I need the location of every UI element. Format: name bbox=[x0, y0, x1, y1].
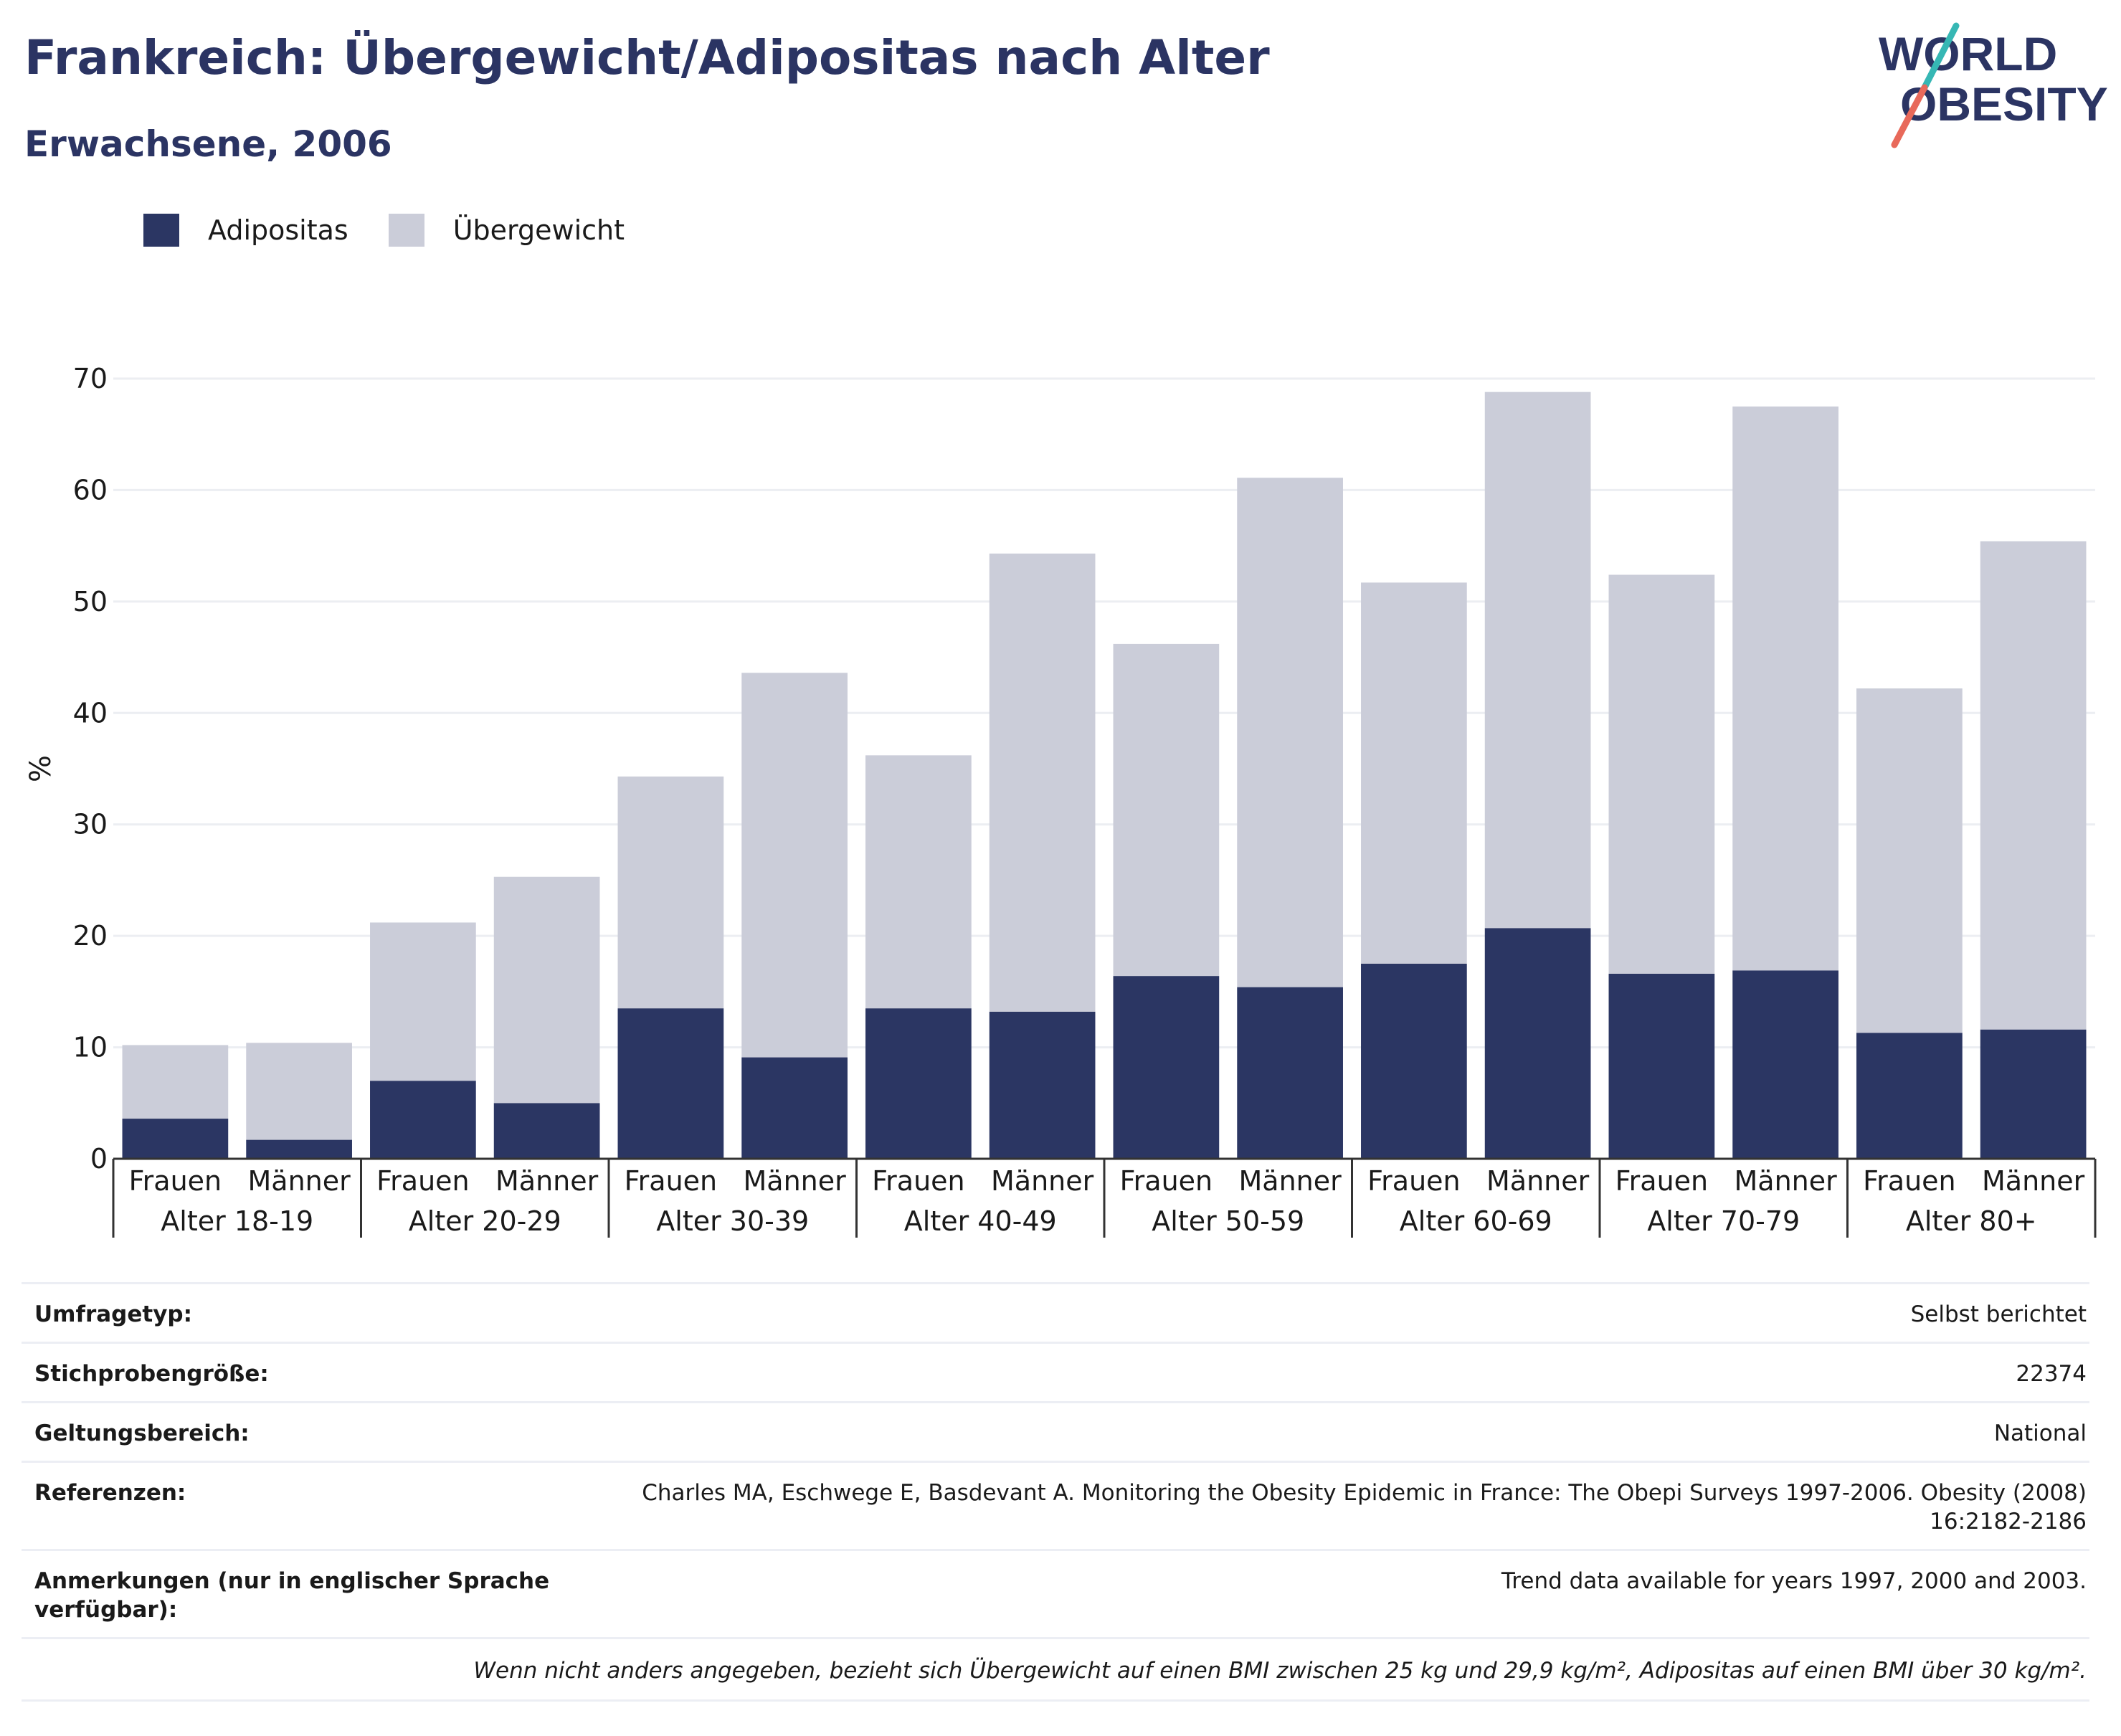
x-tick-label: Männer bbox=[1982, 1165, 2085, 1197]
bar-overweight bbox=[1732, 406, 1838, 971]
info-row-notes: Anmerkungen (nur in englischer Sprache v… bbox=[22, 1549, 2089, 1637]
info-row-survey-type: Umfragetyp: Selbst berichtet bbox=[22, 1282, 2089, 1342]
x-tick-label: Männer bbox=[991, 1165, 1094, 1197]
info-value: Trend data available for years 1997, 200… bbox=[1501, 1568, 2087, 1594]
y-tick-label: 0 bbox=[90, 1143, 108, 1175]
x-tick-label: Frauen bbox=[625, 1165, 718, 1197]
x-tick-label: Frauen bbox=[376, 1165, 470, 1197]
y-axis-label: % bbox=[24, 755, 57, 782]
bar-overweight bbox=[1237, 478, 1343, 987]
bar-overweight bbox=[122, 1045, 229, 1119]
bar-obesity bbox=[1980, 1029, 2087, 1159]
bar-overweight bbox=[617, 776, 724, 1009]
bar-obesity bbox=[122, 1119, 229, 1159]
info-key: Geltungsbereich: bbox=[34, 1420, 250, 1446]
bar-obesity bbox=[370, 1081, 476, 1159]
bar-obesity bbox=[1608, 973, 1715, 1159]
info-key: Stichprobengröße: bbox=[34, 1361, 269, 1387]
x-tick-label: Männer bbox=[1735, 1165, 1838, 1197]
svg-text:OBESITY: OBESITY bbox=[1900, 77, 2108, 131]
group-label: Alter 70-79 bbox=[1647, 1205, 1800, 1237]
bar-obesity bbox=[1484, 928, 1591, 1159]
bar-obesity bbox=[1856, 1033, 1963, 1159]
page-title: Frankreich: Übergewicht/Adipositas nach … bbox=[24, 30, 1270, 85]
bar-overweight bbox=[1980, 541, 2087, 1030]
info-key: Anmerkungen (nur in englischer Sprache v… bbox=[34, 1568, 550, 1623]
bmi-footnote: Wenn nicht anders angegeben, bezieht sic… bbox=[22, 1637, 2089, 1702]
group-label: Alter 18-19 bbox=[161, 1205, 313, 1237]
info-table: Umfragetyp: Selbst berichtet Stichproben… bbox=[22, 1282, 2089, 1702]
info-row-scope: Geltungsbereich: National bbox=[22, 1401, 2089, 1461]
bar-overweight bbox=[370, 922, 476, 1081]
bar-obesity bbox=[493, 1103, 600, 1159]
bar-overweight bbox=[1361, 582, 1467, 964]
x-tick-label: Männer bbox=[1239, 1165, 1342, 1197]
x-tick-label: Männer bbox=[744, 1165, 847, 1197]
bar-obesity bbox=[989, 1011, 1096, 1159]
group-label: Alter 50-59 bbox=[1152, 1205, 1304, 1237]
group-label: Alter 20-29 bbox=[409, 1205, 561, 1237]
info-value: 22374 bbox=[2016, 1361, 2087, 1387]
legend-label-obesity: Adipositas bbox=[208, 214, 348, 246]
bar-obesity bbox=[246, 1139, 352, 1159]
bar-obesity bbox=[617, 1008, 724, 1159]
bar-overweight bbox=[865, 755, 972, 1009]
y-tick-label: 20 bbox=[73, 920, 108, 952]
y-tick-label: 60 bbox=[73, 474, 108, 506]
info-row-references: Referenzen: Charles MA, Eschwege E, Basd… bbox=[22, 1461, 2089, 1549]
legend-swatch-obesity bbox=[143, 214, 179, 247]
svg-text:WORLD: WORLD bbox=[1879, 27, 2057, 80]
page-subtitle: Erwachsene, 2006 bbox=[24, 123, 392, 165]
info-row-sample-size: Stichprobengröße: 22374 bbox=[22, 1342, 2089, 1401]
group-label: Alter 80+ bbox=[1906, 1205, 2037, 1237]
bar-obesity bbox=[1237, 987, 1343, 1159]
x-tick-label: Männer bbox=[248, 1165, 351, 1197]
info-value: National bbox=[1993, 1420, 2087, 1446]
x-tick-label: Männer bbox=[1486, 1165, 1590, 1197]
y-tick-label: 40 bbox=[73, 697, 108, 729]
world-obesity-logo: WORLD OBESITY bbox=[1879, 22, 2108, 148]
x-tick-label: Frauen bbox=[1863, 1165, 1956, 1197]
bar-overweight bbox=[989, 554, 1096, 1012]
stacked-bar-chart: 0 10 20 30 40 50 60 70% Frauen Männer Frauen Männer… bbox=[24, 363, 2097, 1238]
bar-overweight bbox=[1608, 574, 1715, 974]
chart-legend: Adipositas Übergewicht bbox=[143, 214, 665, 247]
info-key: Referenzen: bbox=[34, 1480, 186, 1506]
bar-obesity bbox=[1361, 964, 1467, 1159]
bar-overweight bbox=[493, 876, 600, 1104]
y-tick-label: 30 bbox=[73, 809, 108, 840]
bar-obesity bbox=[865, 1008, 972, 1159]
legend-item-overweight: Übergewicht bbox=[388, 214, 625, 247]
legend-swatch-overweight bbox=[388, 214, 424, 247]
bar-overweight bbox=[1113, 643, 1220, 977]
group-label: Alter 30-39 bbox=[656, 1205, 809, 1237]
bar-obesity bbox=[741, 1057, 848, 1159]
y-tick-label: 10 bbox=[73, 1032, 108, 1063]
x-tick-label: Frauen bbox=[129, 1165, 222, 1197]
x-tick-label: Frauen bbox=[1120, 1165, 1213, 1197]
x-tick-label: Frauen bbox=[872, 1165, 965, 1197]
bar-obesity bbox=[1732, 970, 1838, 1159]
bar-overweight bbox=[246, 1043, 352, 1140]
bar-overweight bbox=[741, 673, 848, 1058]
group-label: Alter 60-69 bbox=[1400, 1205, 1552, 1237]
info-value: Selbst berichtet bbox=[1910, 1301, 2087, 1327]
legend-label-overweight: Übergewicht bbox=[452, 214, 625, 246]
x-tick-label: Frauen bbox=[1367, 1165, 1461, 1197]
x-tick-label: Frauen bbox=[1615, 1165, 1709, 1197]
y-tick-label: 50 bbox=[73, 586, 108, 617]
bar-overweight bbox=[1484, 392, 1591, 929]
legend-item-obesity: Adipositas bbox=[143, 214, 348, 247]
info-value: Charles MA, Eschwege E, Basdevant A. Mon… bbox=[642, 1480, 2087, 1535]
group-label: Alter 40-49 bbox=[904, 1205, 1057, 1237]
info-key: Umfragetyp: bbox=[34, 1301, 192, 1327]
bar-obesity bbox=[1113, 976, 1220, 1159]
bar-overweight bbox=[1856, 688, 1963, 1033]
x-tick-label: Männer bbox=[495, 1165, 599, 1197]
y-tick-label: 70 bbox=[73, 363, 108, 394]
